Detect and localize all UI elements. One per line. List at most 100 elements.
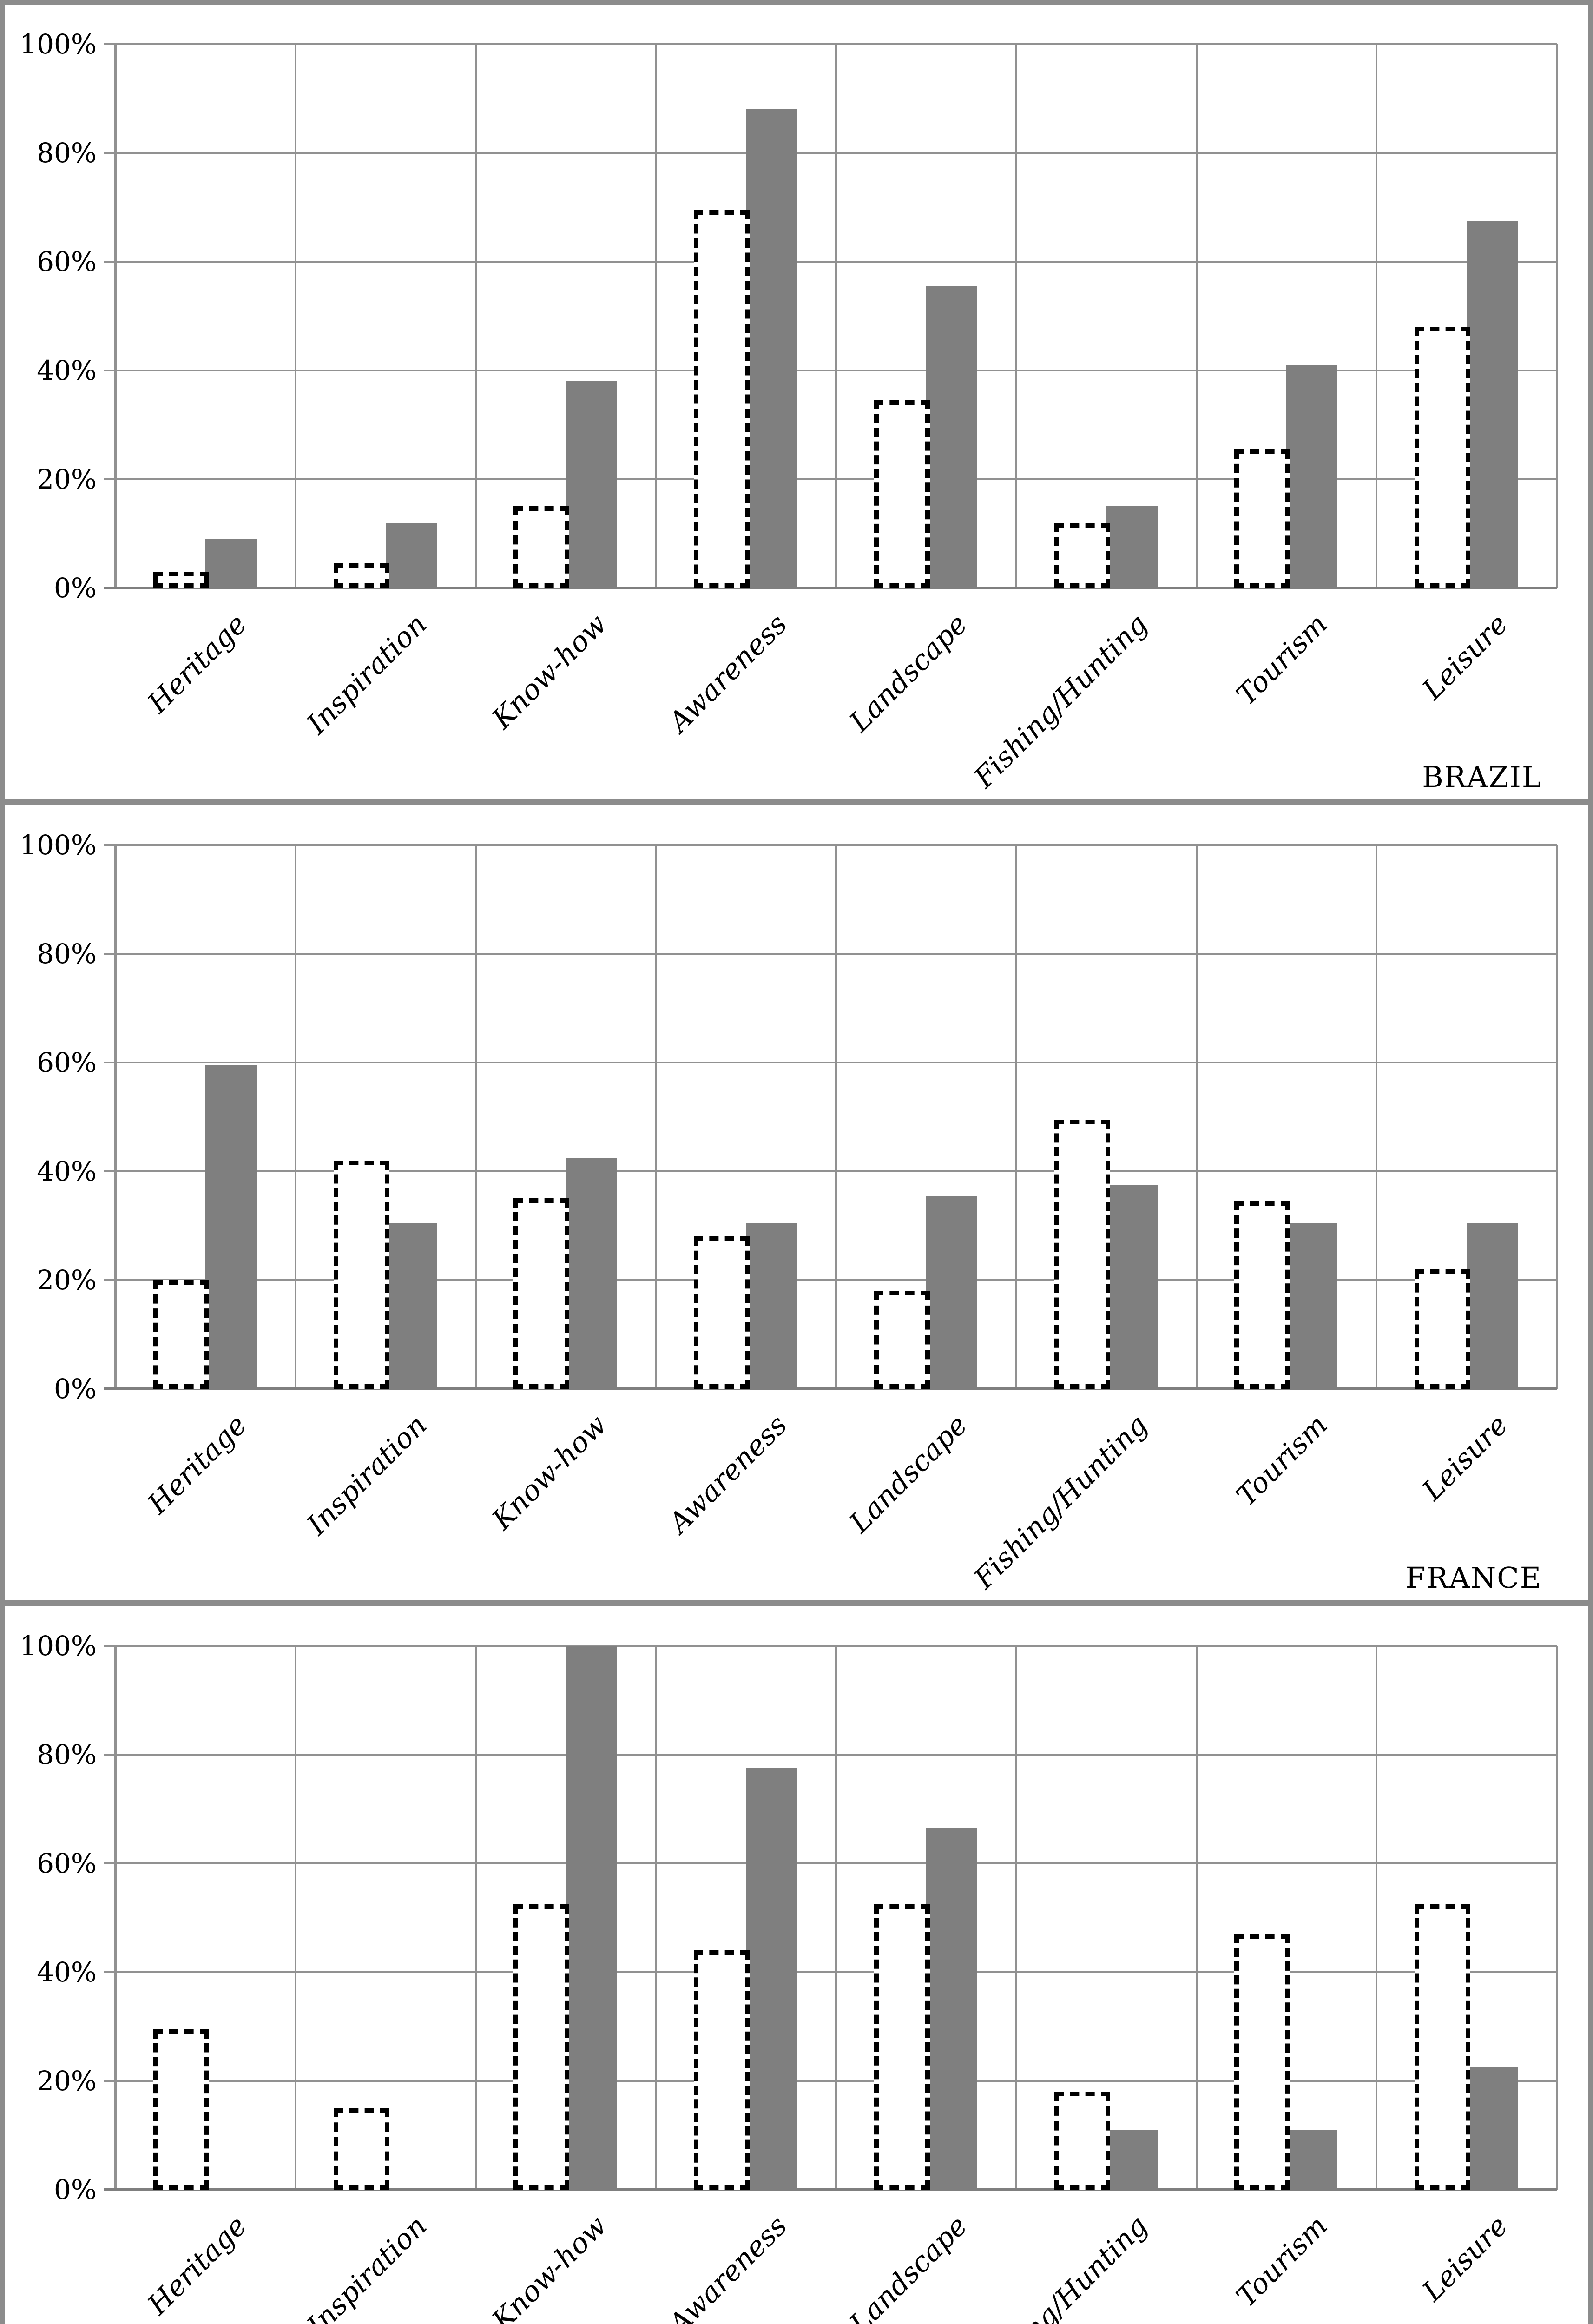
bar-outline-fishing-hunting — [1054, 523, 1110, 588]
panel-title-brazil: BRAZIL — [1422, 760, 1542, 794]
x-axis-line — [104, 2188, 1557, 2191]
category-label: Know-how — [486, 607, 613, 735]
category-label: Fishing/Hunting — [968, 2209, 1154, 2324]
category-label: Fishing/Hunting — [968, 1408, 1154, 1595]
bar-outline-know-how — [513, 506, 569, 588]
bar-solid-fishing-hunting — [1106, 506, 1158, 588]
bar-outline-fishing-hunting — [1054, 1120, 1110, 1389]
bar-outline-leisure — [1415, 1904, 1470, 2190]
bar-solid-tourism — [1286, 2130, 1337, 2190]
bar-outline-heritage — [153, 572, 209, 588]
bar-solid-know-how — [566, 1158, 617, 1389]
vertical-gridline — [1556, 845, 1558, 1389]
horizontal-gridline — [104, 478, 1557, 480]
bar-solid-leisure — [1467, 221, 1518, 588]
bar-solid-awareness — [746, 1768, 797, 2190]
horizontal-gridline — [104, 844, 1557, 846]
vertical-gridline — [295, 1646, 296, 2190]
y-axis-tick-label: 40% — [37, 1956, 97, 1988]
vertical-gridline — [835, 1646, 837, 2190]
y-axis-tick-label: 100% — [20, 829, 97, 861]
category-label: Heritage — [141, 2209, 253, 2321]
bar-solid-know-how — [566, 1646, 617, 2190]
bar-outline-awareness — [694, 1950, 750, 2190]
bar-outline-landscape — [874, 1904, 930, 2190]
horizontal-gridline — [104, 1971, 1557, 1973]
bar-outline-inspiration — [334, 1161, 389, 1389]
category-label: Leisure — [1416, 607, 1514, 706]
vertical-gridline — [1015, 44, 1017, 588]
y-axis-tick-label: 20% — [37, 1264, 97, 1296]
bar-outline-know-how — [513, 1198, 569, 1389]
vertical-gridline — [655, 44, 657, 588]
plot-area-brazil: 100% 80% 60% 40% 20% 0% Heritage Inspiration Kno… — [20, 28, 1558, 794]
category-label: Awareness — [663, 2209, 794, 2324]
vertical-gridline — [295, 845, 296, 1389]
bar-solid-leisure — [1467, 2067, 1518, 2190]
category-label: Inspiration — [301, 607, 434, 741]
category-label: Leisure — [1416, 2209, 1514, 2308]
category-label: Fishing/Hunting — [968, 607, 1154, 794]
bar-solid-heritage — [205, 1065, 257, 1389]
chart-panel-indonesia: 100% 80% 60% 40% 20% 0% Heritage Inspiration Kno… — [5, 1606, 1588, 2324]
y-axis-tick-label: 20% — [37, 2065, 97, 2097]
y-axis-tick-label: 80% — [37, 1739, 97, 1770]
bar-solid-tourism — [1286, 1223, 1337, 1389]
bar-solid-inspiration — [386, 523, 437, 588]
bar-outline-landscape — [874, 400, 930, 588]
horizontal-gridline — [104, 1645, 1557, 1647]
bar-outline-inspiration — [334, 2108, 389, 2190]
y-axis-tick-label: 20% — [37, 463, 97, 495]
bar-solid-landscape — [926, 286, 977, 588]
bar-outline-awareness — [694, 210, 750, 588]
bar-outline-leisure — [1415, 327, 1470, 588]
vertical-gridline — [1376, 845, 1377, 1389]
category-label: Landscape — [843, 2209, 974, 2324]
bar-solid-fishing-hunting — [1106, 1185, 1158, 1389]
horizontal-gridline — [104, 1862, 1557, 1864]
vertical-gridline — [475, 845, 477, 1389]
category-label: Know-how — [486, 1408, 613, 1536]
bar-outline-tourism — [1234, 1934, 1290, 2190]
bar-solid-know-how — [566, 381, 617, 588]
category-label: Heritage — [141, 1408, 253, 1520]
category-label: Inspiration — [301, 1408, 434, 1542]
bar-outline-know-how — [513, 1904, 569, 2190]
horizontal-gridline — [104, 1754, 1557, 1756]
bar-outline-fishing-hunting — [1054, 2092, 1110, 2190]
bar-solid-leisure — [1467, 1223, 1518, 1389]
vertical-gridline — [1376, 1646, 1377, 2190]
category-label: Awareness — [663, 607, 794, 739]
vertical-gridline — [295, 44, 296, 588]
chart-panel-france: 100% 80% 60% 40% 20% 0% Heritage Inspiration Kno… — [5, 805, 1588, 1606]
y-axis-line — [114, 845, 117, 1389]
plot-area-indonesia: 100% 80% 60% 40% 20% 0% Heritage Inspiration Kno… — [20, 1630, 1558, 2324]
vertical-gridline — [475, 1646, 477, 2190]
category-label: Tourism — [1230, 607, 1334, 712]
bar-outline-landscape — [874, 1291, 930, 1389]
y-axis-tick-label: 60% — [37, 246, 97, 277]
horizontal-gridline — [104, 1062, 1557, 1063]
category-label: Awareness — [663, 1408, 794, 1540]
vertical-gridline — [655, 845, 657, 1389]
y-axis-tick-label: 100% — [20, 28, 97, 60]
x-axis-line — [104, 587, 1557, 589]
vertical-gridline — [1196, 44, 1198, 588]
panel-title-france: FRANCE — [1405, 1561, 1542, 1595]
bar-solid-awareness — [746, 1223, 797, 1389]
bar-solid-landscape — [926, 1828, 977, 2190]
y-axis-tick-label: 80% — [37, 137, 97, 169]
category-label: Leisure — [1416, 1408, 1514, 1507]
vertical-gridline — [835, 44, 837, 588]
category-label: Heritage — [141, 607, 253, 720]
vertical-gridline — [1196, 845, 1198, 1389]
vertical-gridline — [1015, 1646, 1017, 2190]
y-axis-tick-label: 80% — [37, 938, 97, 970]
y-axis-tick-label: 40% — [37, 355, 97, 386]
horizontal-gridline — [104, 370, 1557, 371]
bar-outline-leisure — [1415, 1269, 1470, 1389]
bar-outline-tourism — [1234, 1201, 1290, 1389]
category-label: Know-how — [486, 2209, 613, 2324]
bar-outline-heritage — [153, 2029, 209, 2190]
